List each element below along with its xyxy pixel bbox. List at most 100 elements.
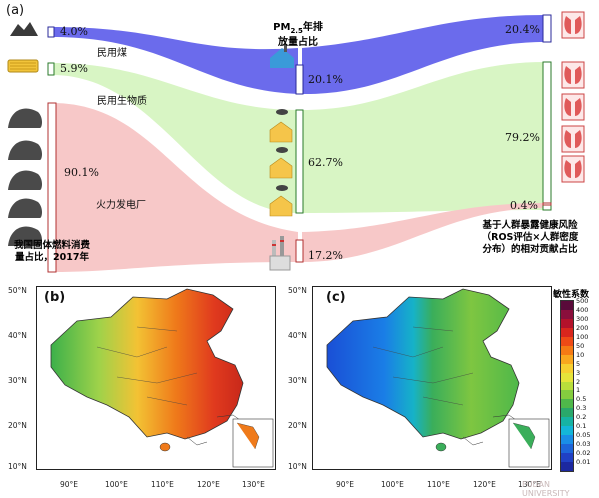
left-caption-line-2: 量占比，2017年 — [15, 252, 89, 263]
watermark: FUDAN UNIVERSITY — [522, 480, 570, 498]
house-biomass-icons — [269, 121, 293, 217]
b-lat-20: 20°N — [8, 421, 27, 430]
colorbar-swatch — [561, 426, 573, 436]
house-coal-icon — [270, 44, 294, 68]
biomass-bundle-icon — [7, 59, 39, 73]
c-lat-20: 20°N — [288, 421, 307, 430]
biomass-source-pct: 5.9% — [60, 62, 88, 75]
colorbar-swatch — [561, 462, 573, 472]
left-caption-line-1: 我国固体燃料消费 — [13, 240, 90, 251]
right-caption: 基于人群暴露健康风险 （ROS评估×人群密度 分布）的相对贡献占比 — [468, 220, 592, 256]
right-caption-line-1: 基于人群暴露健康风险 — [482, 220, 578, 231]
panel-b-label: (b) — [44, 290, 66, 305]
right-caption-line-3: 分布）的相对贡献占比 — [482, 244, 578, 255]
china-map-c — [326, 288, 520, 440]
power-pm-bar — [295, 239, 304, 263]
colorbar-tick-label: 0.03 — [576, 440, 591, 449]
power-plant-icon — [269, 236, 291, 271]
pm-title-suffix: 年排 — [302, 22, 323, 33]
c-lat-40: 40°N — [288, 331, 307, 340]
biomass-flow-band — [52, 63, 298, 213]
colorbar-tick-label: 5 — [576, 359, 581, 368]
c-lon-130: 130°E — [518, 480, 541, 489]
coal-source-bar — [47, 26, 55, 38]
colorbar-swatch — [561, 336, 573, 347]
coal-pile-icon — [10, 22, 38, 36]
power-pm-pct: 17.2% — [308, 249, 343, 262]
b-lon-130: 130°E — [242, 480, 265, 489]
colorbar-tick-label: 2 — [576, 377, 581, 386]
b-lat-30: 30°N — [8, 376, 27, 385]
colorbar-swatch — [561, 363, 573, 374]
colorbar-swatch — [561, 399, 573, 409]
hainan-c — [435, 442, 447, 452]
colorbar-title: 敏性系数 — [553, 290, 590, 300]
panel-a-label: (a) — [6, 3, 25, 18]
power-risk-band — [302, 203, 545, 262]
map-b-graphic — [50, 288, 274, 468]
biomass-risk-band — [302, 62, 545, 213]
coal-flow-band — [52, 27, 298, 94]
power-risk-bar — [542, 202, 552, 206]
pm-title-sub: 2.5 — [290, 27, 303, 35]
colorbar-swatch — [561, 327, 573, 338]
china-map-b — [50, 288, 244, 440]
power-source-bar — [47, 102, 57, 273]
colorbar-swatch — [561, 390, 573, 400]
c-lon-110: 110°E — [427, 480, 450, 489]
panel-c-label: (c) — [326, 290, 346, 305]
flow-diagram — [7, 11, 585, 273]
c-lat-10: 10°N — [288, 462, 307, 471]
coal-source-pct: 4.0% — [60, 25, 88, 38]
power-source-label: 火力发电厂 — [96, 200, 146, 211]
colorbar-swatch — [561, 381, 573, 391]
c-lon-90: 90°E — [336, 480, 355, 489]
colorbar-swatch — [561, 417, 573, 427]
power-flow-band — [52, 103, 298, 272]
coal-source-label: 民用煤 — [97, 48, 127, 59]
colorbar-tick-label: 200 — [576, 323, 589, 332]
colorbar-tick-label: 0.05 — [576, 431, 591, 440]
colorbar-tick-label: 3 — [576, 368, 581, 377]
coal-risk-bar — [542, 14, 552, 43]
smoke-icons — [276, 109, 288, 191]
left-caption: 我国固体燃料消费 量占比，2017年 — [6, 240, 98, 264]
colorbar-swatch — [561, 345, 573, 356]
colorbar-tick-label: 500 — [576, 297, 589, 305]
b-lon-110: 110°E — [151, 480, 174, 489]
coal-pm-pct: 20.1% — [308, 73, 343, 86]
biomass-pm-pct: 62.7% — [308, 156, 343, 169]
coal-risk-pct: 20.4% — [505, 23, 540, 36]
colorbar-swatch — [561, 453, 573, 463]
map-panel-c — [312, 286, 552, 470]
power-risk-pct: 0.4% — [510, 199, 538, 212]
colorbar-tick-label: 0.01 — [576, 458, 591, 467]
colorbar-swatch — [561, 444, 573, 454]
colorbar-tick-label: 300 — [576, 314, 589, 323]
pm-title-line-2: 放量占比 — [278, 37, 318, 48]
biomass-source-label: 民用生物质 — [97, 96, 147, 107]
biomass-risk-pct: 79.2% — [505, 131, 540, 144]
colorbar-tick-label: 400 — [576, 305, 589, 314]
map-c-graphic — [326, 288, 550, 468]
colorbar-swatch — [561, 309, 573, 320]
colorbar-tick-label: 1 — [576, 386, 581, 395]
colorbar-swatch — [561, 318, 573, 329]
coal-pm-bar — [295, 64, 304, 95]
biomass-source-bar — [47, 62, 55, 76]
c-lat-50: 50°N — [288, 286, 307, 295]
b-lat-10: 10°N — [8, 462, 27, 471]
biomass-pm-bar — [295, 109, 304, 214]
colorbar-tick-label: 100 — [576, 332, 589, 341]
c-lon-120: 120°E — [473, 480, 496, 489]
b-lon-100: 100°E — [105, 480, 128, 489]
colorbar-tick-label: 0.2 — [576, 413, 587, 422]
colorbar-tick-label: 10 — [576, 350, 585, 359]
colorbar — [560, 300, 574, 472]
c-lat-30: 30°N — [288, 376, 307, 385]
coal-risk-band — [302, 15, 545, 95]
map-panel-b — [36, 286, 276, 470]
colorbar-swatch — [561, 408, 573, 418]
colorbar-tick-label: 0.5 — [576, 395, 587, 404]
colorbar-tick-label: 0.3 — [576, 404, 587, 413]
